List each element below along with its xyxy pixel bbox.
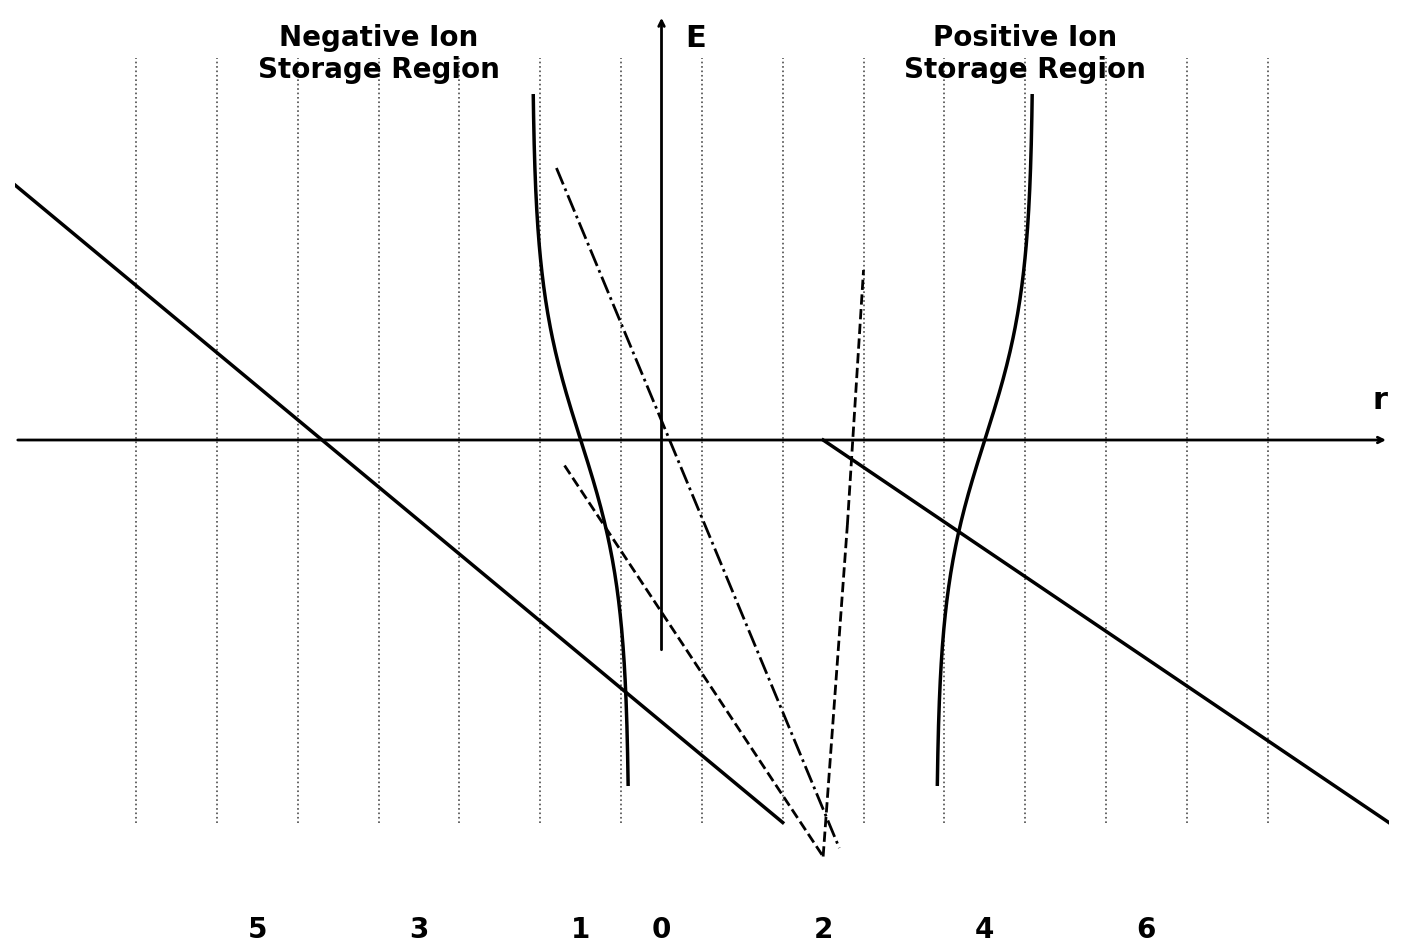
- Text: 6: 6: [1136, 916, 1156, 944]
- Text: Negative Ion
Storage Region: Negative Ion Storage Region: [257, 24, 499, 84]
- Text: 4: 4: [976, 916, 994, 944]
- Text: r: r: [1372, 386, 1388, 414]
- Text: Positive Ion
Storage Region: Positive Ion Storage Region: [904, 24, 1146, 84]
- Text: 0: 0: [652, 916, 671, 944]
- Text: 3: 3: [409, 916, 429, 944]
- Text: 2: 2: [814, 916, 832, 944]
- Text: 1: 1: [571, 916, 591, 944]
- Text: E: E: [686, 24, 706, 52]
- Text: 5: 5: [247, 916, 267, 944]
